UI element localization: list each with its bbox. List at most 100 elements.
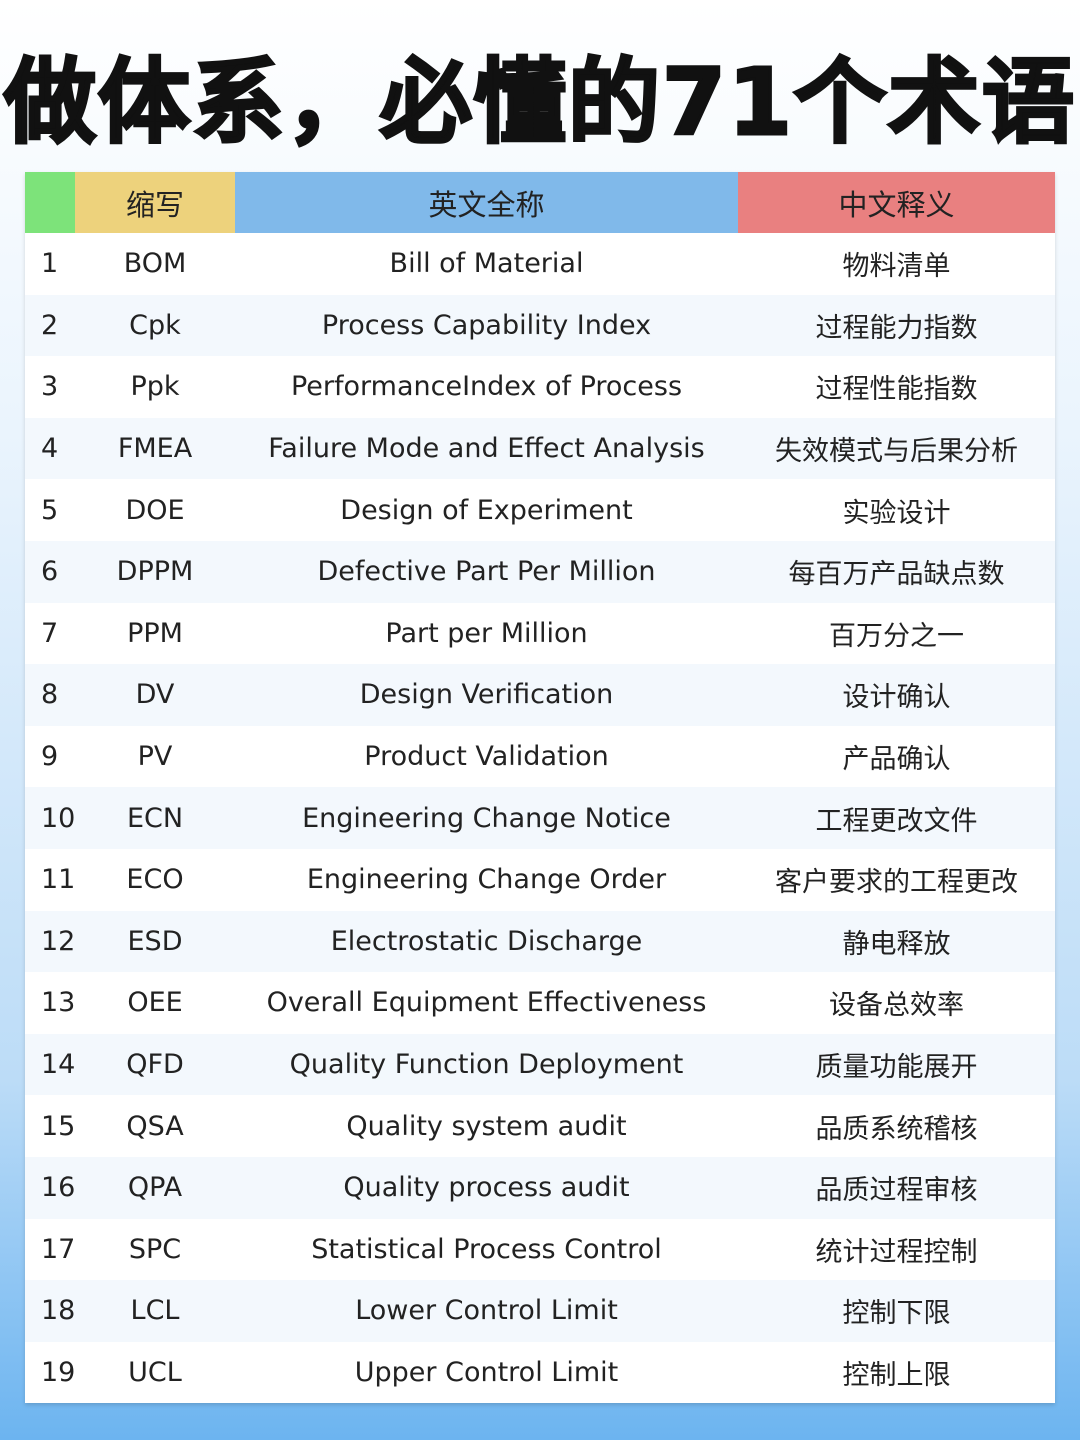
row-index: 15 [41, 1110, 76, 1142]
row-english: Quality system audit [346, 1110, 627, 1142]
row-english: Bill of Material [389, 248, 584, 280]
row-index: 16 [41, 1172, 76, 1204]
row-chinese: 过程性能指数 [815, 374, 978, 406]
table-row: 11 ECO Engineering Change Order 客户要求的工程更改 [25, 848, 1055, 911]
row-index: 6 [41, 556, 59, 588]
row-english: Upper Control Limit [354, 1356, 619, 1388]
table-row: 14 QFD Quality Function Deployment 质量功能展开 [25, 1033, 1055, 1096]
row-index: 8 [41, 679, 59, 711]
row-english: Engineering Change Notice [302, 802, 671, 834]
row-english: PerformanceIndex of Process [290, 371, 683, 403]
table-row: 18 LCL Lower Control Limit 控制下限 [25, 1280, 1055, 1342]
header-index [25, 172, 75, 233]
table-row: 13 OEE Overall Equipment Effectiveness 设备总效… [25, 972, 1055, 1034]
row-chinese: 统计过程控制 [815, 1236, 978, 1268]
row-index: 19 [41, 1356, 76, 1388]
row-abbr: ECN [126, 802, 184, 834]
row-index: 14 [41, 1049, 76, 1081]
row-abbr: FMEA [117, 433, 193, 465]
table-header: 缩写 英文全称 中文释义 [25, 172, 1055, 233]
row-english: Product Validation [364, 741, 609, 773]
row-index: 7 [41, 617, 59, 649]
header-abbr: 缩写 [75, 172, 235, 233]
table-row: 3 Ppk PerformanceIndex of Process 过程性能指数 [25, 356, 1055, 418]
table-row: 15 QSA Quality system audit 品质系统稽核 [25, 1095, 1055, 1157]
row-abbr: Cpk [129, 309, 181, 341]
row-abbr: SPC [128, 1233, 182, 1265]
table-row: 1 BOM Bill of Material 物料清单 [25, 233, 1055, 295]
row-abbr: PPM [127, 617, 183, 649]
table-row: 5 DOE Design of Experiment 实验设计 [25, 479, 1055, 541]
row-index: 9 [41, 741, 59, 773]
row-abbr: PV [137, 741, 173, 773]
row-english: Part per Million [385, 617, 588, 649]
row-chinese: 工程更改文件 [815, 805, 978, 837]
row-chinese: 品质过程审核 [815, 1175, 978, 1207]
row-english: Design Verification [359, 679, 614, 711]
table-row: 4 FMEA Failure Mode and Effect Analysis 失效模… [25, 417, 1055, 480]
row-abbr: DV [135, 679, 175, 711]
table-row: 12 ESD Electrostatic Discharge 静电释放 [25, 910, 1055, 973]
terms-table: 缩写 英文全称 中文释义 1 BOM Bill of Material 物料清单 2 Cp… [25, 172, 1055, 1404]
row-chinese: 产品确认 [842, 744, 951, 776]
row-english: Overall Equipment Effectiveness [266, 987, 707, 1019]
table-row: 6 DPPM Defective Part Per Million 每百万产品缺点数 [25, 540, 1055, 603]
row-chinese: 失效模式与后果分析 [775, 436, 1018, 468]
row-abbr: ESD [127, 925, 183, 957]
row-chinese: 实验设计 [842, 497, 951, 529]
row-english: Electrostatic Discharge [330, 925, 643, 957]
table-row: 7 PPM Part per Million 百万分之一 [25, 602, 1055, 665]
row-index: 10 [41, 802, 76, 834]
table-row: 17 SPC Statistical Process Control 统计过程控制 [25, 1218, 1055, 1281]
table-row: 8 DV Design Verification 设计确认 [25, 664, 1055, 726]
row-chinese: 物料清单 [842, 251, 951, 283]
table-row: 16 QPA Quality process audit 品质过程审核 [25, 1156, 1055, 1219]
row-english: Quality process audit [343, 1172, 630, 1204]
row-abbr: UCL [128, 1356, 182, 1388]
table-row: 19 UCL Upper Control Limit 控制上限 [25, 1341, 1055, 1404]
row-abbr: BOM [123, 248, 187, 280]
row-chinese: 每百万产品缺点数 [788, 559, 1005, 591]
row-index: 18 [41, 1295, 76, 1327]
row-abbr: DOE [125, 494, 185, 526]
row-chinese: 静电释放 [842, 928, 951, 960]
row-index: 17 [41, 1233, 76, 1265]
row-english: Engineering Change Order [306, 864, 667, 896]
row-index: 2 [41, 309, 59, 341]
row-chinese: 品质系统稽核 [815, 1113, 978, 1145]
row-english: Quality Function Deployment [289, 1049, 684, 1081]
row-abbr: ECO [126, 864, 184, 896]
row-chinese: 设计确认 [842, 682, 951, 714]
row-chinese: 控制下限 [842, 1298, 951, 1330]
row-chinese: 百万分之一 [829, 620, 964, 652]
row-chinese: 客户要求的工程更改 [775, 867, 1018, 899]
row-english: Defective Part Per Million [317, 556, 656, 588]
row-index: 12 [41, 925, 76, 957]
row-english: Design of Experiment [340, 494, 633, 526]
row-abbr: LCL [130, 1295, 180, 1327]
row-abbr: QSA [126, 1110, 184, 1142]
row-english: Lower Control Limit [355, 1295, 618, 1327]
row-index: 11 [41, 864, 76, 896]
row-abbr: Ppk [130, 371, 180, 403]
table-row: 2 Cpk Process Capability Index 过程能力指数 [25, 294, 1055, 357]
row-abbr: OEE [127, 987, 183, 1019]
row-abbr: QPA [127, 1172, 183, 1204]
row-chinese: 质量功能展开 [815, 1052, 978, 1084]
row-index: 4 [41, 433, 59, 465]
row-english: Statistical Process Control [311, 1233, 662, 1265]
row-chinese: 过程能力指数 [815, 312, 978, 344]
row-chinese: 控制上限 [842, 1359, 951, 1391]
header-chinese: 中文释义 [738, 172, 1055, 233]
page-title: 做体系，必懂的71个术语 [2, 48, 1077, 158]
table-row: 9 PV Product Validation 产品确认 [25, 725, 1055, 788]
row-chinese: 设备总效率 [829, 990, 964, 1022]
table-row: 10 ECN Engineering Change Notice 工程更改文件 [25, 787, 1055, 849]
row-abbr: QFD [126, 1049, 184, 1081]
row-english: Failure Mode and Effect Analysis [268, 433, 705, 465]
row-index: 1 [41, 248, 59, 280]
row-english: Process Capability Index [321, 309, 652, 341]
row-abbr: DPPM [116, 556, 194, 588]
row-index: 13 [41, 987, 76, 1019]
row-index: 3 [41, 371, 59, 403]
